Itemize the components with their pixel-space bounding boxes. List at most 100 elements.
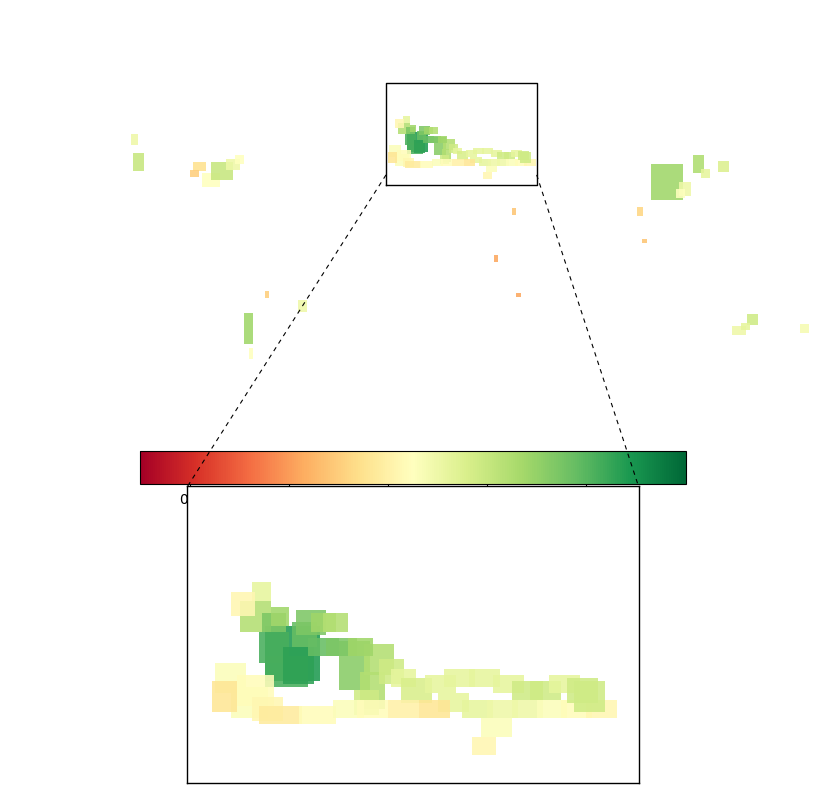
Bar: [216, 663, 246, 694]
Bar: [574, 681, 605, 712]
Bar: [520, 152, 531, 163]
Bar: [392, 668, 416, 687]
Bar: [488, 159, 500, 165]
Bar: [567, 678, 598, 702]
Bar: [264, 657, 308, 687]
Bar: [423, 136, 434, 143]
Bar: [487, 700, 518, 718]
Bar: [398, 123, 410, 134]
Bar: [419, 700, 450, 718]
Bar: [230, 592, 255, 616]
Bar: [235, 155, 244, 165]
Bar: [240, 601, 271, 632]
Bar: [463, 700, 493, 718]
Bar: [482, 172, 491, 179]
Bar: [562, 700, 592, 718]
Bar: [444, 138, 454, 149]
Bar: [482, 148, 493, 154]
Bar: [425, 675, 456, 694]
Bar: [403, 116, 410, 123]
Bar: [506, 159, 518, 165]
Bar: [800, 324, 809, 333]
Bar: [444, 668, 475, 687]
Bar: [395, 154, 409, 165]
Bar: [388, 152, 397, 163]
Bar: [549, 675, 580, 694]
Bar: [693, 155, 705, 173]
Bar: [410, 125, 416, 132]
Bar: [432, 159, 444, 165]
Bar: [230, 687, 268, 718]
Bar: [264, 626, 320, 681]
Bar: [494, 255, 498, 263]
Bar: [226, 159, 240, 170]
Bar: [133, 153, 145, 171]
Bar: [700, 169, 710, 178]
Bar: [360, 672, 385, 709]
Bar: [212, 681, 237, 712]
Bar: [515, 159, 526, 165]
Bar: [510, 149, 522, 157]
Bar: [333, 700, 363, 718]
Bar: [283, 647, 314, 684]
Bar: [512, 700, 543, 718]
Bar: [425, 127, 434, 134]
Bar: [299, 706, 335, 725]
Bar: [292, 623, 317, 647]
Bar: [311, 613, 335, 632]
Bar: [481, 718, 512, 736]
Bar: [348, 638, 373, 657]
Bar: [747, 314, 758, 325]
Bar: [395, 119, 404, 128]
Bar: [472, 736, 496, 755]
Bar: [211, 162, 233, 180]
Bar: [493, 675, 525, 694]
Bar: [406, 127, 415, 134]
Bar: [259, 632, 289, 663]
Bar: [407, 132, 428, 152]
Bar: [202, 173, 220, 187]
Bar: [252, 582, 271, 601]
Bar: [237, 675, 274, 706]
Bar: [131, 134, 138, 146]
Bar: [438, 694, 468, 712]
Bar: [504, 152, 515, 159]
Bar: [486, 165, 497, 172]
Bar: [296, 610, 326, 634]
Bar: [512, 681, 543, 700]
Bar: [442, 149, 451, 162]
Bar: [530, 681, 562, 700]
Bar: [389, 146, 401, 157]
Bar: [680, 183, 691, 196]
Bar: [676, 189, 685, 198]
Bar: [324, 613, 348, 632]
Bar: [298, 301, 307, 312]
Bar: [718, 161, 729, 172]
Bar: [414, 140, 425, 153]
Bar: [249, 348, 254, 359]
Bar: [190, 170, 199, 176]
Bar: [637, 207, 643, 216]
Bar: [516, 293, 521, 297]
Bar: [586, 700, 617, 718]
Bar: [652, 165, 683, 200]
Bar: [441, 159, 453, 165]
Bar: [271, 607, 289, 626]
Bar: [407, 143, 423, 154]
Bar: [388, 700, 419, 718]
Bar: [463, 159, 475, 165]
Bar: [244, 312, 254, 344]
Bar: [537, 700, 567, 718]
Bar: [262, 613, 287, 632]
Bar: [339, 641, 370, 691]
Bar: [429, 127, 438, 134]
Bar: [259, 706, 301, 725]
Bar: [430, 136, 441, 143]
Bar: [470, 157, 482, 163]
Bar: [479, 159, 491, 165]
Bar: [354, 691, 379, 715]
Bar: [643, 239, 647, 243]
Bar: [468, 668, 500, 687]
Bar: [525, 159, 535, 165]
Bar: [379, 660, 404, 684]
